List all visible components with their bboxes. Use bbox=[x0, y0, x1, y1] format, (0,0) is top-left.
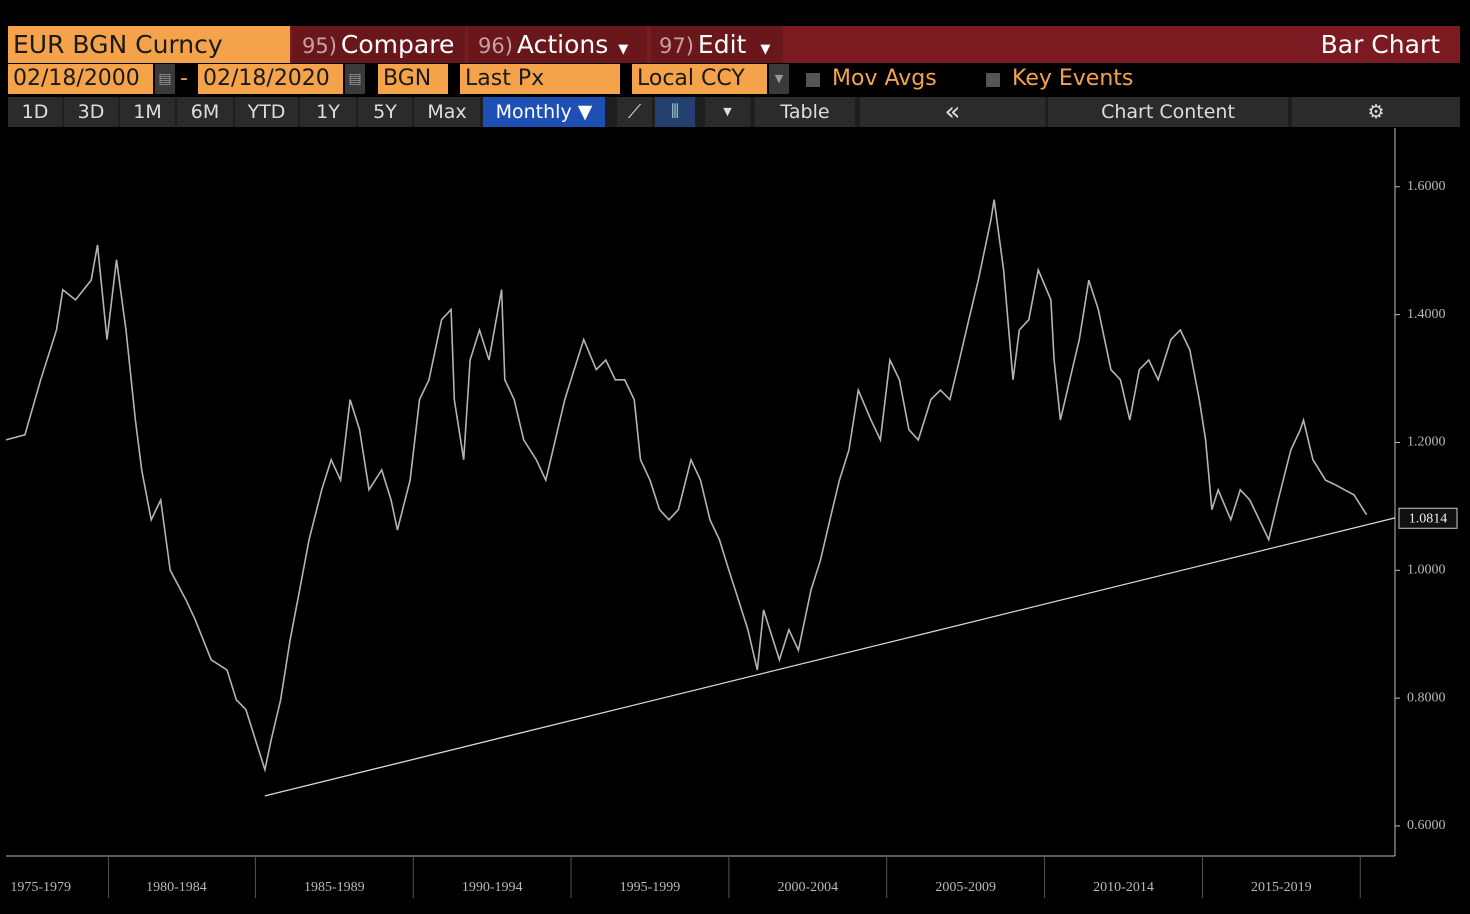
chart-content-button[interactable]: Chart Content bbox=[1048, 97, 1288, 127]
period-button[interactable]: Max bbox=[414, 97, 480, 127]
date-separator: - bbox=[180, 66, 188, 91]
x-tick-label: 1985-1989 bbox=[304, 880, 365, 895]
x-tick-label: 1975-1979 bbox=[10, 880, 71, 895]
collapse-button[interactable]: « bbox=[860, 97, 1045, 127]
currency-mode[interactable]: Local CCY bbox=[632, 64, 767, 94]
field-selector[interactable]: Last Px bbox=[460, 64, 620, 94]
y-tick-label: 1.6000 bbox=[1407, 179, 1446, 194]
edit-button[interactable]: 97) Edit ▼ bbox=[651, 26, 783, 63]
line-icon[interactable]: ⟋ bbox=[617, 97, 652, 127]
y-tick-label: 1.2000 bbox=[1407, 435, 1446, 450]
x-tick-label: 2000-2004 bbox=[777, 880, 838, 895]
x-tick-label: 2010-2014 bbox=[1093, 880, 1154, 895]
mov-avgs-label[interactable]: Mov Avgs bbox=[832, 66, 937, 91]
dropdown-arrow[interactable]: ▼ bbox=[705, 97, 750, 127]
period-button[interactable]: 1Y bbox=[300, 97, 356, 127]
y-tick-label: 0.8000 bbox=[1407, 690, 1446, 705]
button-number: 95) bbox=[302, 34, 337, 58]
period-button[interactable]: 3D bbox=[64, 97, 118, 127]
y-tick-label: 0.6000 bbox=[1407, 818, 1446, 833]
y-tick-label: 1.0000 bbox=[1407, 563, 1446, 578]
period-button[interactable]: 1D bbox=[8, 97, 62, 127]
dropdown-arrow[interactable]: ▼ bbox=[769, 64, 789, 94]
bar-icon[interactable]: ⫴ bbox=[655, 97, 695, 127]
x-tick-label: 2005-2009 bbox=[935, 880, 996, 895]
start-date[interactable]: 02/18/2000 bbox=[8, 64, 153, 94]
period-button[interactable]: 5Y bbox=[358, 97, 412, 127]
end-date[interactable]: 02/18/2020 bbox=[198, 64, 343, 94]
button-number: 96) bbox=[478, 34, 513, 58]
security-field[interactable]: EUR BGN Curncy bbox=[8, 26, 290, 63]
period-button[interactable]: 6M bbox=[177, 97, 233, 127]
calendar-icon[interactable]: ▤ bbox=[345, 64, 365, 94]
trendline bbox=[264, 517, 1396, 797]
button-label: Edit bbox=[697, 30, 747, 59]
window-title: Bar Chart bbox=[1320, 30, 1440, 59]
x-tick-label: 1990-1994 bbox=[462, 880, 523, 895]
last-price-label: 1.0814 bbox=[1409, 511, 1448, 526]
settings-icon[interactable]: ⚙ bbox=[1292, 97, 1460, 127]
mov-avgs-checkbox[interactable] bbox=[806, 73, 820, 87]
x-tick-label: 1995-1999 bbox=[620, 880, 681, 895]
frequency-button[interactable]: Monthly ▼ bbox=[483, 97, 605, 127]
x-tick-label: 1980-1984 bbox=[146, 880, 207, 895]
last-price-tag bbox=[1398, 507, 1458, 529]
actions-button[interactable]: 96) Actions ▼ bbox=[468, 26, 647, 63]
table-button[interactable]: Table bbox=[755, 97, 855, 127]
button-label: Actions bbox=[516, 30, 609, 59]
period-button[interactable]: 1M bbox=[120, 97, 175, 127]
price-line bbox=[5, 199, 1368, 773]
button-number: 97) bbox=[659, 34, 694, 58]
currency-field[interactable]: BGN bbox=[378, 64, 448, 94]
x-tick-label: 2015-2019 bbox=[1251, 880, 1312, 895]
calendar-icon[interactable]: ▤ bbox=[155, 64, 175, 94]
compare-button[interactable]: 95) Compare bbox=[292, 26, 465, 63]
key-events-checkbox[interactable] bbox=[986, 73, 1000, 87]
key-events-label[interactable]: Key Events bbox=[1012, 66, 1134, 91]
button-label: Compare bbox=[340, 30, 455, 59]
period-button[interactable]: YTD bbox=[235, 97, 298, 127]
y-tick-label: 1.4000 bbox=[1407, 307, 1446, 322]
